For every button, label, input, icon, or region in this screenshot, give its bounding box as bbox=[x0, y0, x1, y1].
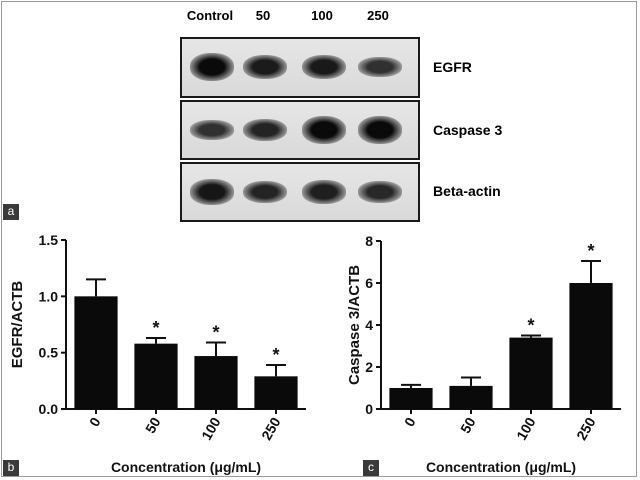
y-tick-label: 0 bbox=[365, 401, 373, 417]
panel-tag-b: b bbox=[3, 460, 19, 476]
lane-label-100: 100 bbox=[311, 8, 333, 23]
blot-band bbox=[243, 180, 287, 204]
y-tick-label: 0.0 bbox=[39, 401, 59, 417]
blot-strip-caspase3 bbox=[180, 100, 420, 160]
x-tick-label: 50 bbox=[457, 414, 479, 436]
blot-band bbox=[358, 57, 402, 77]
blot-strip-beta-actin bbox=[180, 162, 420, 222]
significance-star: * bbox=[527, 316, 534, 336]
bar bbox=[509, 337, 553, 409]
lane-label-50: 50 bbox=[255, 8, 271, 23]
y-tick-label: 0.5 bbox=[39, 345, 59, 361]
x-axis-title: Concentration (μg/mL) bbox=[111, 459, 261, 475]
bar bbox=[74, 296, 118, 409]
y-tick-label: 1.5 bbox=[39, 232, 59, 248]
y-axis-title: EGFR/ACTB bbox=[9, 281, 26, 369]
blot-band bbox=[190, 53, 234, 81]
significance-star: * bbox=[152, 318, 159, 338]
y-tick-label: 1.0 bbox=[39, 288, 59, 304]
bar bbox=[194, 356, 238, 409]
bar bbox=[569, 283, 613, 409]
x-tick-label: 100 bbox=[513, 414, 539, 442]
blot-band bbox=[358, 181, 402, 203]
x-tick-label: 250 bbox=[258, 414, 284, 442]
panel-tag-c: c bbox=[363, 460, 379, 476]
blot-band bbox=[190, 179, 234, 205]
blot-label-caspase3: Caspase 3 bbox=[433, 122, 503, 138]
x-tick-label: 250 bbox=[573, 414, 599, 442]
blot-band bbox=[302, 180, 346, 204]
blot-strip-egfr bbox=[180, 37, 420, 98]
y-tick-label: 2 bbox=[365, 359, 373, 375]
panel-tag-a: a bbox=[3, 204, 19, 220]
blot-band bbox=[302, 54, 346, 80]
lane-label-250: 250 bbox=[367, 8, 389, 23]
bar bbox=[389, 388, 433, 409]
y-tick-label: 4 bbox=[365, 317, 373, 333]
significance-star: * bbox=[587, 241, 594, 261]
x-tick-label: 50 bbox=[142, 414, 164, 436]
significance-star: * bbox=[212, 323, 219, 343]
blot-band bbox=[358, 116, 402, 144]
significance-star: * bbox=[272, 345, 279, 365]
bar bbox=[449, 385, 493, 409]
blot-label-beta-actin: Beta-actin bbox=[433, 183, 501, 199]
y-axis-title: Caspase 3/ACTB bbox=[346, 265, 363, 385]
blot-band bbox=[190, 120, 234, 140]
blot-band bbox=[302, 116, 346, 144]
blot-band bbox=[243, 54, 287, 80]
x-tick-label: 100 bbox=[198, 414, 224, 442]
blot-label-egfr: EGFR bbox=[433, 59, 472, 75]
y-tick-label: 6 bbox=[365, 275, 373, 291]
blot-band bbox=[243, 118, 287, 142]
bar bbox=[254, 376, 298, 409]
lane-label-control: Control bbox=[186, 8, 234, 23]
chart-egfr-actb: 0.0 0.5 1.0 1.5 0 50 * 100 * 250 * Concentration (μ… bbox=[9, 232, 306, 475]
y-tick-label: 8 bbox=[365, 233, 373, 249]
blot-lane-headers: Control 50 100 250 bbox=[180, 8, 420, 28]
x-tick-label: 0 bbox=[401, 414, 419, 429]
x-tick-label: 0 bbox=[86, 414, 104, 429]
x-axis-title: Concentration (μg/mL) bbox=[426, 459, 576, 475]
bar bbox=[134, 343, 178, 409]
chart-caspase3-actb: 0 2 4 6 8 0 50 100 * 250 * Concentration (μg/mL) Cas… bbox=[346, 233, 621, 475]
